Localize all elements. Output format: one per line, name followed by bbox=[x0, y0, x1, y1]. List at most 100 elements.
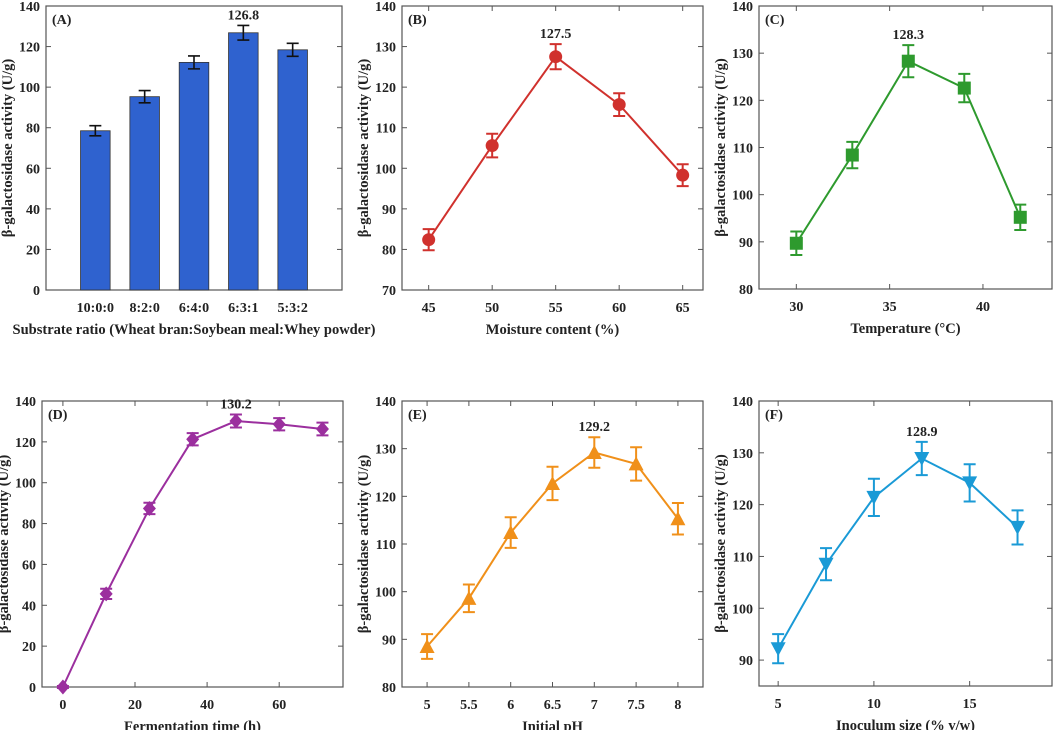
y-tick-label: 120 bbox=[732, 94, 753, 109]
panel-label: (C) bbox=[765, 13, 785, 28]
y-tick-label: 100 bbox=[375, 586, 396, 601]
error-bar bbox=[89, 124, 102, 137]
plot-frame bbox=[401, 5, 704, 291]
x-tick-label: 50 bbox=[485, 301, 499, 316]
panel-f: 90 100 110 120 130 140 5 10 15 Inoculum size (% v… bbox=[713, 395, 1053, 734]
x-tick-label: 5 bbox=[424, 698, 431, 713]
x-tick-label: 40 bbox=[200, 698, 214, 713]
peak-value-label: 128.9 bbox=[906, 425, 938, 440]
panel-b: 70 80 90 100 110 120 130 140 45 50 55 60 65 Moisture … bbox=[356, 0, 704, 338]
panel-label: (E) bbox=[408, 408, 427, 423]
y-tick-label: 100 bbox=[732, 602, 753, 617]
data-point bbox=[670, 511, 686, 526]
panel-label: (B) bbox=[408, 13, 427, 28]
data-point bbox=[1013, 210, 1027, 224]
data-point bbox=[272, 416, 286, 432]
y-tick-label: 80 bbox=[739, 283, 753, 298]
data-point bbox=[229, 413, 243, 429]
x-tick-label: 30 bbox=[789, 300, 803, 315]
x-tick-label: 40 bbox=[976, 300, 990, 315]
series-line bbox=[62, 420, 323, 688]
y-tick-label: 100 bbox=[375, 162, 396, 177]
y-tick-label: 90 bbox=[382, 633, 396, 648]
x-tick-label: 5.5 bbox=[460, 698, 478, 713]
error-bar bbox=[237, 24, 250, 41]
x-tick-label: 5:3:2 bbox=[278, 301, 308, 316]
data-point bbox=[461, 590, 477, 605]
data-point bbox=[419, 638, 435, 653]
data-point bbox=[503, 525, 519, 540]
x-tick-label: 6.5 bbox=[544, 698, 562, 713]
panel-label: (F) bbox=[765, 408, 783, 423]
y-axis-label: β-galactosidase activity (U/g) bbox=[356, 455, 372, 634]
x-tick-label: 10:0:0 bbox=[77, 301, 114, 316]
data-point bbox=[142, 500, 156, 516]
x-tick-label: 7.5 bbox=[627, 698, 645, 713]
data-point bbox=[586, 444, 602, 459]
y-tick-label: 140 bbox=[19, 0, 40, 15]
x-tick-label: 8 bbox=[674, 698, 681, 713]
x-axis-label: Temperature (°C) bbox=[850, 321, 960, 337]
bar bbox=[80, 130, 111, 291]
data-point bbox=[612, 98, 626, 112]
peak-value-label: 128.3 bbox=[893, 28, 925, 43]
y-axis-label: β-galactosidase activity (U/g) bbox=[713, 58, 729, 237]
x-tick-label: 10 bbox=[867, 697, 881, 712]
data-point bbox=[957, 81, 971, 95]
plot-frame bbox=[758, 400, 1053, 687]
y-tick-label: 100 bbox=[15, 477, 36, 492]
data-point bbox=[818, 557, 834, 572]
y-tick-label: 140 bbox=[375, 395, 396, 410]
panel-e: 80 90 100 110 120 130 140 5 5.5 6 6.5 7 7.5 8 Initial … bbox=[356, 395, 704, 735]
plot-frame bbox=[41, 400, 344, 688]
x-tick-label: 60 bbox=[272, 698, 286, 713]
y-tick-label: 110 bbox=[376, 122, 396, 137]
y-tick-label: 20 bbox=[26, 243, 40, 258]
x-tick-label: 60 bbox=[612, 301, 626, 316]
y-axis-label: β-galactosidase activity (U/g) bbox=[356, 59, 372, 238]
x-tick-label: 15 bbox=[963, 697, 977, 712]
x-axis-label: Substrate ratio (Wheat bran:Soybean meal… bbox=[13, 322, 376, 338]
x-tick-label: 65 bbox=[676, 301, 690, 316]
y-tick-label: 130 bbox=[375, 443, 396, 458]
y-tick-label: 90 bbox=[382, 203, 396, 218]
data-point bbox=[914, 452, 930, 467]
data-point bbox=[485, 139, 499, 153]
x-tick-label: 45 bbox=[422, 301, 436, 316]
data-point bbox=[186, 431, 200, 447]
data-point bbox=[789, 236, 803, 250]
y-axis-label: β-galactosidase activity (U/g) bbox=[0, 455, 12, 634]
y-tick-label: 140 bbox=[375, 0, 396, 15]
y-tick-label: 120 bbox=[375, 81, 396, 96]
x-tick-label: 6:3:1 bbox=[228, 301, 258, 316]
x-axis-label: Initial pH bbox=[522, 719, 584, 730]
bar bbox=[277, 49, 308, 291]
y-tick-label: 80 bbox=[26, 122, 40, 137]
data-point bbox=[422, 233, 436, 247]
x-tick-label: 35 bbox=[883, 300, 897, 315]
x-tick-label: 7 bbox=[591, 698, 598, 713]
y-axis-label: β-galactosidase activity (U/g) bbox=[713, 454, 729, 633]
y-tick-label: 110 bbox=[733, 550, 753, 565]
y-tick-label: 90 bbox=[739, 236, 753, 251]
data-point bbox=[545, 475, 560, 490]
panel-d: 0 20 40 60 80 100 120 140 0 20 40 60 Fermentation ti… bbox=[0, 395, 344, 735]
y-tick-label: 60 bbox=[26, 162, 40, 177]
y-tick-label: 140 bbox=[15, 395, 36, 410]
data-point bbox=[770, 642, 786, 657]
bar bbox=[228, 32, 259, 291]
error-bar bbox=[286, 42, 299, 58]
y-tick-label: 40 bbox=[22, 599, 36, 614]
data-point bbox=[901, 54, 915, 68]
y-tick-label: 90 bbox=[739, 654, 753, 669]
x-tick-label: 6:4:0 bbox=[179, 301, 209, 316]
y-tick-label: 80 bbox=[22, 518, 36, 533]
x-tick-label: 8:2:0 bbox=[130, 301, 160, 316]
peak-value-label: 129.2 bbox=[579, 420, 611, 435]
y-tick-label: 0 bbox=[33, 284, 40, 299]
y-tick-label: 80 bbox=[382, 243, 396, 258]
data-point bbox=[99, 586, 113, 602]
data-point bbox=[549, 50, 563, 64]
x-axis-label: Fermentation time (h) bbox=[124, 719, 261, 730]
y-tick-label: 110 bbox=[733, 142, 753, 157]
